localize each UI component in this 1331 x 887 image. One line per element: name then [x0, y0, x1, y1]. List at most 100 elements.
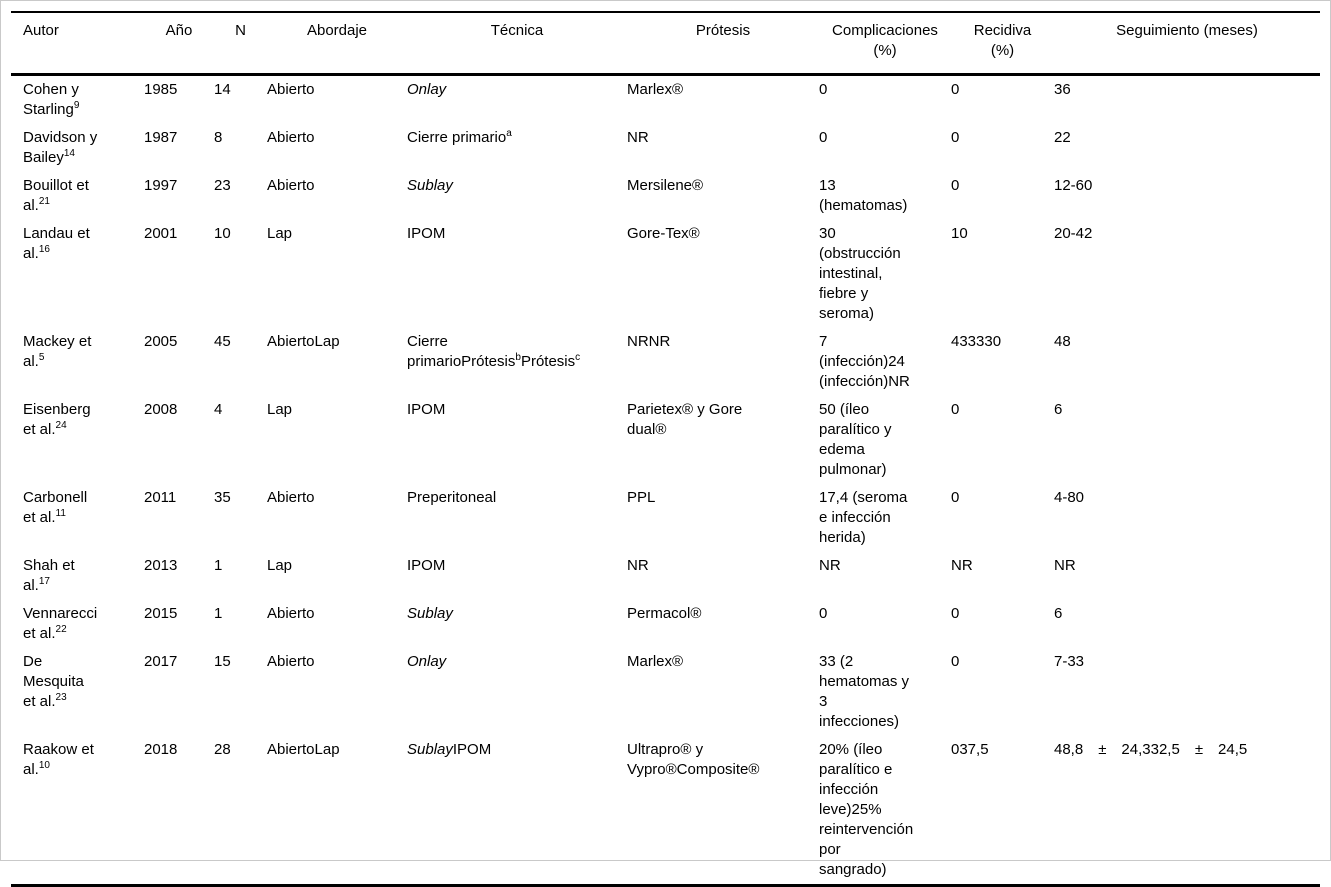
- table-cell: 0: [951, 124, 1054, 172]
- table-cell: Parietex® y Gore dual®: [627, 396, 819, 484]
- cell-text: Sublay: [407, 177, 453, 194]
- table-cell: 1: [214, 600, 267, 648]
- table-cell: 6: [1054, 600, 1320, 648]
- cell-text: 1: [214, 605, 223, 622]
- table-cell: 20-42: [1054, 220, 1320, 328]
- cell-text: NR: [819, 557, 841, 574]
- table-cell: Abierto: [267, 600, 407, 648]
- table-cell: Lap: [267, 396, 407, 484]
- cell-text: 14: [214, 81, 231, 98]
- column-header: Técnica: [490, 22, 544, 39]
- table-cell: 22: [1054, 124, 1320, 172]
- table-cell: 2011: [144, 484, 214, 552]
- cell-text: 037,5: [951, 741, 989, 758]
- cell-text: 20-42: [1054, 225, 1093, 242]
- superscript-reference: c: [575, 352, 581, 363]
- cell-text: 36: [1054, 81, 1071, 98]
- table-cell: Vennarecci et al.22: [11, 600, 144, 648]
- table-cell: Onlay: [407, 75, 627, 125]
- cell-text: Parietex® y Gore dual®: [627, 401, 743, 438]
- table-cell: Landau et al.16: [11, 220, 144, 328]
- table-row: Bouillot et al.21 1997 23 Abierto Sublay Mers…: [11, 172, 1320, 220]
- table-cell: 4: [214, 396, 267, 484]
- table-cell: 0: [951, 600, 1054, 648]
- table-cell: Abierto: [267, 648, 407, 736]
- superscript-reference: 22: [55, 624, 67, 635]
- table-cell: 0: [819, 75, 951, 125]
- table-row: Raakow et al.10 2018 28 AbiertoLap SublayIPO…: [11, 736, 1320, 886]
- cell-text: 50 (íleo paralítico y edema pulmonar): [819, 401, 892, 478]
- cell-text: 0: [819, 81, 828, 98]
- column-header: Recidiva (%): [973, 22, 1032, 59]
- superscript-reference: 21: [38, 196, 50, 207]
- cell-text: Onlay: [407, 81, 447, 98]
- cell-text: Mackey et al.: [23, 333, 92, 370]
- table-cell: 1985: [144, 75, 214, 125]
- cell-text: Abierto: [267, 653, 315, 670]
- cell-text: 0: [951, 177, 960, 194]
- table-cell: Abierto: [267, 484, 407, 552]
- table-cell: Shah et al.17: [11, 552, 144, 600]
- superscript-reference: 14: [63, 148, 75, 159]
- table-cell: 28: [214, 736, 267, 886]
- cell-text: NRNR: [627, 333, 671, 350]
- table-cell: 4-80: [1054, 484, 1320, 552]
- table-cell: NR: [627, 552, 819, 600]
- table-cell: 2013: [144, 552, 214, 600]
- cell-text: 7 (infección)24 (infección)NR: [819, 333, 910, 390]
- table-cell: NR: [1054, 552, 1320, 600]
- table-cell: Sublay: [407, 600, 627, 648]
- table-cell: AbiertoLap: [267, 736, 407, 886]
- cell-text: Lap: [267, 401, 293, 418]
- cell-text: 0: [819, 129, 828, 146]
- cell-text: Abierto: [267, 177, 315, 194]
- table-cell: 1987: [144, 124, 214, 172]
- table-cell: Sublay: [407, 172, 627, 220]
- cell-text: 0: [951, 401, 960, 418]
- table-cell: 2015: [144, 600, 214, 648]
- cell-text: AbiertoLap: [267, 741, 340, 758]
- table-cell: AbiertoLap: [267, 328, 407, 396]
- cell-text: Onlay: [407, 653, 447, 670]
- table-cell: Marlex®: [627, 75, 819, 125]
- table-cell: 35: [214, 484, 267, 552]
- cell-text: 2018: [144, 741, 178, 758]
- cell-text: 8: [214, 129, 223, 146]
- table-cell: 15: [214, 648, 267, 736]
- cell-text: 2013: [144, 557, 178, 574]
- column-header: Seguimiento (meses): [1116, 22, 1258, 39]
- table-cell: 23: [214, 172, 267, 220]
- table-cell: Bouillot et al.21: [11, 172, 144, 220]
- cell-text: 1: [214, 557, 223, 574]
- table-cell: Cierre primarioa: [407, 124, 627, 172]
- cell-text: 0: [951, 605, 960, 622]
- table-cell: Gore-Tex®: [627, 220, 819, 328]
- table-cell: SublayIPOM: [407, 736, 627, 886]
- table-header: Autor Año N Abordaje Técnica Prótesis Complica…: [11, 12, 1320, 75]
- superscript-reference: 24: [55, 420, 67, 431]
- column-header: N: [235, 22, 246, 39]
- superscript-reference: 16: [38, 244, 50, 255]
- table-cell: 2017: [144, 648, 214, 736]
- table-cell: 10: [214, 220, 267, 328]
- table-row: Mackey et al.5 2005 45 AbiertoLap Cierre pri…: [11, 328, 1320, 396]
- table-cell: NR: [819, 552, 951, 600]
- table-row: Eisenberg et al.24 2008 4 Lap IPOM Parietex® …: [11, 396, 1320, 484]
- table-cell: 33 (2 hematomas y 3 infecciones): [819, 648, 951, 736]
- column-header: Año: [165, 22, 193, 39]
- cell-text: Carbonell et al.: [23, 489, 88, 526]
- cell-text: Eisenberg et al.: [23, 401, 91, 438]
- superscript-reference: b: [515, 352, 521, 363]
- cell-text: Ultrapro® y Vypro®Composite®: [627, 741, 760, 778]
- table-cell: Eisenberg et al.24: [11, 396, 144, 484]
- cell-text: 33 (2 hematomas y 3 infecciones): [819, 653, 910, 730]
- table-cell: Lap: [267, 552, 407, 600]
- cell-text: 13 (hematomas): [819, 177, 908, 214]
- table-cell: Mersilene®: [627, 172, 819, 220]
- cell-text: Marlex®: [627, 81, 684, 98]
- cell-text: 2015: [144, 605, 178, 622]
- cell-text: 2008: [144, 401, 178, 418]
- cell-text: Cohen y Starling: [23, 81, 79, 118]
- table-cell: NRNR: [627, 328, 819, 396]
- cell-text: Bouillot et al.: [23, 177, 89, 214]
